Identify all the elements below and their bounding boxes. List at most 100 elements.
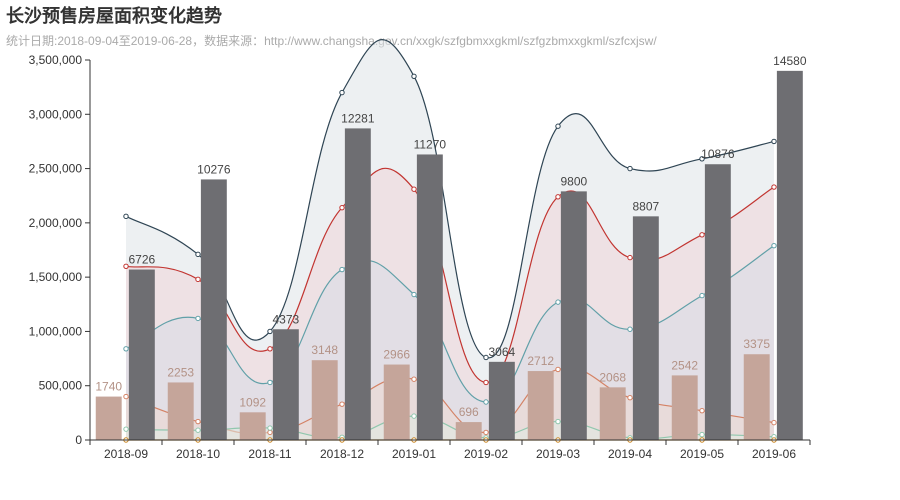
x-tick-label: 2019-05 <box>680 447 724 461</box>
line-point-0-4 <box>411 73 417 79</box>
bar-label-0-9: 3375 <box>743 337 770 351</box>
line-point-3-3 <box>339 401 345 407</box>
bar-0-1 <box>167 382 194 440</box>
line-point-1-1 <box>195 276 201 283</box>
y-axis-ticks: 0 500,000 1,000,000 1,500,000 2,000,000 2,500… <box>29 53 90 447</box>
y-tick-label: 3,000,000 <box>29 107 83 121</box>
x-tick-label: 2018-09 <box>104 447 148 461</box>
axes-group: 2018-09 2018-10 2018-11 2018-12 2019-01 2019-… <box>89 60 811 461</box>
line-point-3-6 <box>555 366 561 373</box>
line-point-0-2 <box>267 328 273 335</box>
bar-0-8 <box>671 375 698 440</box>
line-point-2-5 <box>483 399 489 405</box>
bar-1-5 <box>488 361 515 440</box>
line-point-2-1 <box>195 315 201 322</box>
line-point-3-7 <box>627 394 633 401</box>
line-point-0-9 <box>771 138 777 145</box>
line-point-1-5 <box>483 379 489 386</box>
bar-1-7 <box>632 216 659 440</box>
x-tick-label: 2019-04 <box>608 447 652 461</box>
line-point-1-4 <box>411 186 417 192</box>
bar-0-3 <box>311 360 338 440</box>
bar-label-0-4: 2966 <box>383 348 410 362</box>
bar-series-group <box>95 70 803 440</box>
line-point-1-9 <box>771 184 777 190</box>
line-point-1-3 <box>339 204 345 211</box>
bar-0-2 <box>239 412 266 440</box>
x-tick-label: 2018-12 <box>320 447 364 461</box>
line-series-4 <box>125 415 775 440</box>
line-point-3-0 <box>123 393 129 400</box>
bar-label-1-6: 9800 <box>560 174 587 188</box>
bar-label-0-5: 696 <box>459 405 479 419</box>
bar-label-1-4: 11270 <box>414 137 447 151</box>
bar-label-1-3: 12281 <box>341 111 375 125</box>
y-tick-label: 2,500,000 <box>29 162 83 176</box>
line-point-3-8 <box>699 407 705 414</box>
line-point-0-1 <box>195 251 201 258</box>
bar-1-1 <box>200 179 227 440</box>
line-point-2-4 <box>411 291 417 298</box>
bar-1-4 <box>416 154 443 440</box>
line-point-0-6 <box>555 123 561 129</box>
line-point-3-2 <box>267 429 273 436</box>
bar-label-1-9: 14580 <box>773 54 807 68</box>
line-point-4-1 <box>195 427 201 433</box>
line-point-1-8 <box>699 232 705 238</box>
line-point-3-5 <box>483 429 489 436</box>
y-tick-label: 1,500,000 <box>29 270 83 284</box>
line-point-3-9 <box>771 419 777 426</box>
x-tick-label: 2018-11 <box>248 447 291 461</box>
line-point-2-3 <box>339 266 345 273</box>
line-point-1-7 <box>627 254 633 261</box>
line-point-2-8 <box>699 292 705 299</box>
line-point-2-6 <box>555 299 561 305</box>
bar-label-1-0: 6726 <box>128 253 155 267</box>
line-point-1-0 <box>123 263 129 269</box>
y-tick-label: 3,500,000 <box>29 53 83 67</box>
line-point-2-7 <box>627 326 633 332</box>
line-point-2-9 <box>771 242 777 249</box>
bar-0-7 <box>599 387 626 440</box>
bar-1-0 <box>128 269 155 440</box>
bar-label-0-6: 2712 <box>527 354 554 368</box>
chart-title: 长沙预售房屋面积变化趋势 <box>6 6 222 26</box>
y-tick-label: 0 <box>75 433 82 447</box>
line-point-0-7 <box>627 165 633 172</box>
bar-labels-group: 1740 2253 1092 3148 2966 696 2712 2068 2542 3375 6… <box>95 54 806 419</box>
line-point-3-1 <box>195 418 201 425</box>
line-point-0-3 <box>339 89 345 96</box>
bar-1-3 <box>344 128 371 440</box>
bar-label-1-5: 3064 <box>488 345 515 359</box>
x-tick-label: 2019-03 <box>536 447 580 461</box>
line-point-0-0 <box>123 213 129 220</box>
line-point-1-2 <box>267 346 273 352</box>
chart-subtitle: 统计日期:2018-09-04至2019-06-28，数据来源：http://w… <box>6 34 657 48</box>
x-tick-label: 2019-01 <box>392 447 436 461</box>
line-point-0-8 <box>699 156 705 162</box>
x-tick-label: 2019-02 <box>464 447 508 461</box>
bar-0-9 <box>743 354 770 440</box>
bar-label-0-8: 2542 <box>671 358 698 372</box>
bar-0-5 <box>455 422 482 440</box>
line-point-4-6 <box>555 418 561 425</box>
bar-label-1-8: 10876 <box>701 147 735 161</box>
bar-label-1-1: 10276 <box>197 162 231 176</box>
y-tick-label: 2,000,000 <box>29 216 83 230</box>
bar-1-2 <box>272 329 299 440</box>
x-tick-label: 2018-10 <box>176 447 220 461</box>
line-point-2-2 <box>267 379 273 386</box>
x-tick-label: 2019-06 <box>752 447 796 461</box>
bar-0-6 <box>527 371 554 440</box>
bar-label-0-2: 1092 <box>239 395 266 409</box>
bar-0-0 <box>95 396 122 440</box>
line-point-4-8 <box>699 431 705 438</box>
line-point-1-6 <box>555 194 561 200</box>
bar-label-1-2: 4373 <box>272 312 299 326</box>
y-tick-label: 1,000,000 <box>29 324 83 338</box>
bar-label-0-3: 3148 <box>311 343 338 357</box>
line-point-4-4 <box>411 413 417 419</box>
bar-label-0-1: 2253 <box>167 365 194 379</box>
bar-1-8 <box>704 164 731 440</box>
